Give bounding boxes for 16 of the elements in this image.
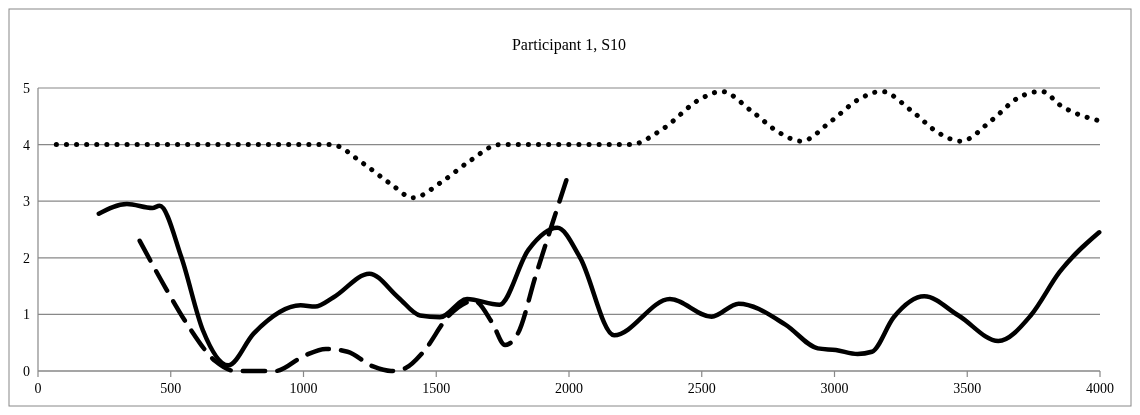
x-tick-label: 2500 [687, 381, 716, 396]
y-tick-label: 3 [23, 194, 30, 210]
y-tick-label: 0 [23, 363, 30, 379]
x-tick-label: 4000 [1086, 381, 1114, 396]
y-tick-label: 5 [23, 80, 30, 96]
y-tick-label: 1 [23, 307, 30, 323]
y-tick-label: 2 [23, 250, 30, 266]
x-tick-label: 500 [160, 381, 182, 396]
x-tick-label: 3500 [953, 381, 982, 396]
x-tick-label: 1500 [422, 381, 451, 396]
x-tick-label: 2000 [555, 381, 583, 396]
x-tick-label: 0 [34, 381, 42, 396]
x-tick-label: 3000 [820, 381, 849, 396]
chart-title: Participant 1, S10 [511, 36, 627, 54]
x-tick-label: 1000 [289, 381, 318, 396]
y-tick-label: 4 [23, 137, 30, 153]
